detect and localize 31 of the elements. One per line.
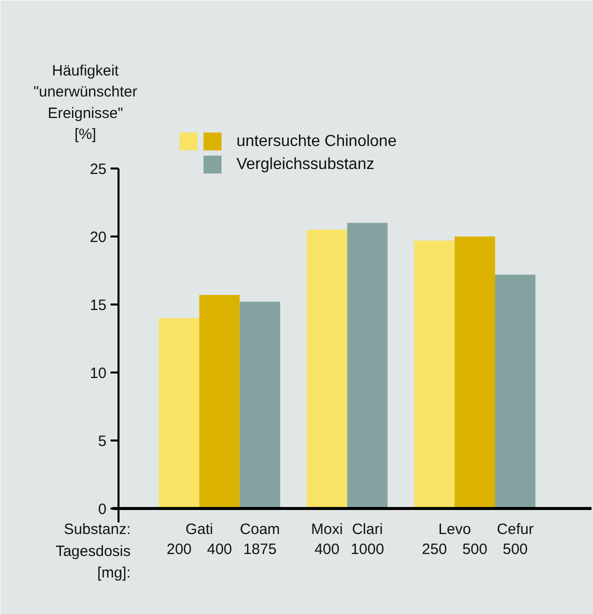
bar: [454, 236, 496, 509]
x-tick-label: 400: [207, 541, 232, 558]
text: Clari: [352, 520, 383, 538]
text: Tagesdosis [mg]:: [56, 543, 131, 582]
x-tick-label: 1875: [243, 541, 277, 558]
y-tick-label: 0: [98, 501, 107, 518]
y-tick-label: 5: [98, 433, 107, 450]
legend-label: untersuchte Chinolone: [236, 132, 397, 150]
text: Cefur: [496, 520, 534, 538]
x-tick-label: 250: [422, 541, 447, 558]
y-axis-title: Häufigkeit "unerwünschter Ereignisse" [%]: [34, 62, 138, 144]
y-tick-label: 10: [90, 365, 107, 382]
bar: [199, 294, 240, 509]
y-tick-label: 25: [90, 160, 107, 178]
legend-label: Vergleichssubstanz: [236, 156, 374, 174]
x-tick-label: 400: [314, 541, 340, 558]
text: Substanz:: [64, 520, 131, 538]
y-tick-label: 15: [90, 297, 107, 314]
y-tick-label: 20: [90, 228, 107, 246]
x-tick-label: 500: [462, 541, 488, 558]
text: Levo: [438, 520, 471, 538]
text: Moxi: [311, 520, 343, 538]
bar: [495, 274, 536, 509]
x-tick-label: 200: [166, 541, 192, 558]
text: Gati: [186, 520, 214, 538]
bar: [414, 240, 455, 509]
x-tick-label: 500: [502, 541, 528, 558]
bar: [158, 318, 200, 509]
bar: [240, 302, 280, 509]
x-tick-label: 1000: [350, 541, 384, 558]
text: Coam: [240, 520, 280, 538]
